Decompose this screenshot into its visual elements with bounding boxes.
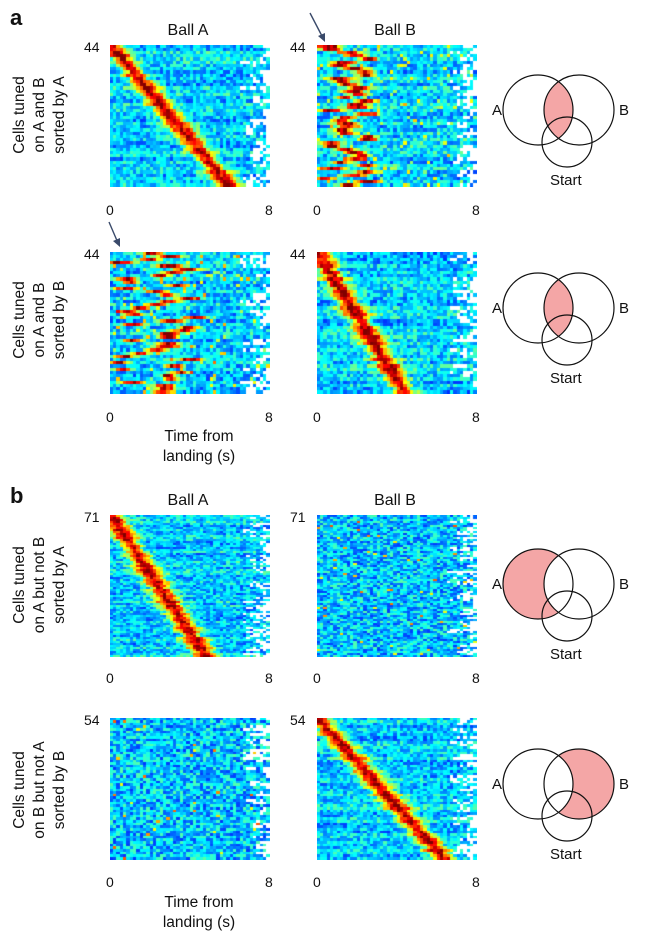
heatmap-row2-ball-a xyxy=(110,252,270,394)
y-tick-max: 44 xyxy=(84,246,100,262)
x-tick-0: 0 xyxy=(106,874,114,890)
venn-circle-start xyxy=(541,314,593,366)
heatmap-row3-ball-a xyxy=(110,515,270,657)
x-axis-label: Time from landing (s) xyxy=(162,894,236,931)
venn-label-b: B xyxy=(619,776,629,793)
y-tick-max: 44 xyxy=(290,39,306,55)
x-tick-8: 8 xyxy=(265,670,273,686)
venn-highlight-region xyxy=(544,749,614,819)
col-title-ball-a: Ball A xyxy=(167,492,209,509)
x-tick-8: 8 xyxy=(472,874,480,890)
venn-diagram-b-only: A B Start xyxy=(492,748,629,863)
y-tick-max: 44 xyxy=(290,246,306,262)
venn-circle-b xyxy=(543,548,615,620)
venn-circle-start xyxy=(541,590,593,642)
venn-highlight-region xyxy=(503,549,573,619)
col-title-ball-b: Ball B xyxy=(374,22,416,39)
heatmap-row2-ball-b xyxy=(317,252,477,394)
y-tick-max: 71 xyxy=(84,509,100,525)
x-tick-8: 8 xyxy=(265,202,273,218)
y-tick-max: 54 xyxy=(84,712,100,728)
col-title-ball-b: Ball B xyxy=(374,492,416,509)
venn-diagram-a-and-b: A B Start xyxy=(492,272,629,387)
venn-circle-a xyxy=(502,548,574,620)
arrow-indicator xyxy=(108,221,120,247)
venn-diagram-a-and-b: A B Start xyxy=(492,74,629,189)
heatmap-row4-ball-a xyxy=(110,718,270,860)
x-tick-0: 0 xyxy=(313,874,321,890)
venn-circle-start xyxy=(541,116,593,168)
heatmap-row4-ball-b xyxy=(317,718,477,860)
venn-label-start: Start xyxy=(550,846,583,863)
x-tick-8: 8 xyxy=(472,670,480,686)
venn-label-a: A xyxy=(492,576,502,593)
y-tick-max: 71 xyxy=(290,509,306,525)
x-tick-8: 8 xyxy=(472,409,480,425)
venn-label-b: B xyxy=(619,576,629,593)
x-tick-8: 8 xyxy=(265,874,273,890)
x-tick-0: 0 xyxy=(313,409,321,425)
heatmap-row3-ball-b xyxy=(317,515,477,657)
venn-label-start: Start xyxy=(550,172,583,189)
x-tick-0: 0 xyxy=(313,202,321,218)
heatmap-row1-ball-b xyxy=(317,45,477,187)
venn-label-a: A xyxy=(492,776,502,793)
panel-letter-b: b xyxy=(10,483,24,508)
venn-circle-a xyxy=(502,74,574,146)
col-title-ball-a: Ball A xyxy=(167,22,209,39)
venn-highlight-region xyxy=(544,273,573,343)
venn-circle-b xyxy=(543,74,615,146)
venn-circle-start xyxy=(541,790,593,842)
arrow-indicator xyxy=(309,12,325,42)
row-label: Cells tuned on A and B sorted by B xyxy=(11,280,68,360)
row-label: Cells tuned on A and B sorted by A xyxy=(11,76,68,154)
x-tick-0: 0 xyxy=(106,670,114,686)
venn-label-a: A xyxy=(492,300,502,317)
row-label: Cells tuned on A but not B sorted by A xyxy=(11,536,68,634)
x-tick-8: 8 xyxy=(472,202,480,218)
row-label: Cells tuned on B but not A sorted by B xyxy=(11,741,68,839)
x-tick-0: 0 xyxy=(106,202,114,218)
x-tick-8: 8 xyxy=(265,409,273,425)
venn-label-a: A xyxy=(492,102,502,119)
venn-circle-a xyxy=(502,748,574,820)
venn-diagram-a-only: A B Start xyxy=(492,548,629,663)
venn-label-start: Start xyxy=(550,646,583,663)
venn-circle-b xyxy=(543,272,615,344)
venn-circle-a xyxy=(502,272,574,344)
y-tick-max: 44 xyxy=(84,39,100,55)
venn-label-b: B xyxy=(619,300,629,317)
venn-highlight-region xyxy=(544,75,573,145)
venn-label-b: B xyxy=(619,102,629,119)
venn-label-start: Start xyxy=(550,370,583,387)
venn-circle-b xyxy=(543,748,615,820)
panel-letter-a: a xyxy=(10,5,23,30)
x-axis-label: Time from landing (s) xyxy=(162,428,236,465)
x-tick-0: 0 xyxy=(106,409,114,425)
y-tick-max: 54 xyxy=(290,712,306,728)
heatmap-row1-ball-a xyxy=(110,45,270,187)
x-tick-0: 0 xyxy=(313,670,321,686)
